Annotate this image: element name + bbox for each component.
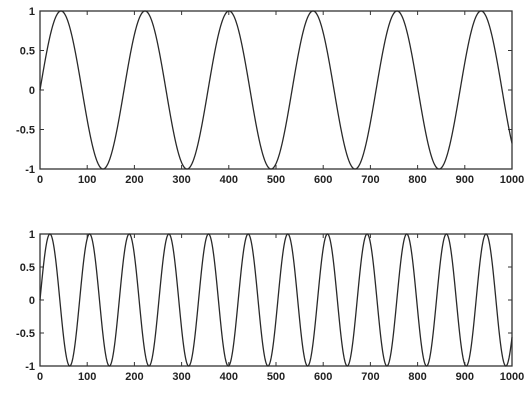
- x-tick-label: 500: [267, 371, 285, 383]
- x-tick-label: 300: [172, 174, 190, 186]
- x-tick-label: 900: [456, 371, 474, 383]
- y-tick-label: -1: [25, 164, 35, 176]
- x-tick-label: 800: [408, 174, 426, 186]
- x-tick-label: 700: [361, 371, 379, 383]
- y-tick-label: 0: [29, 295, 35, 307]
- x-tick-label: 200: [125, 371, 143, 383]
- series-line: [39, 10, 513, 170]
- x-tick-label: 200: [125, 174, 143, 186]
- x-tick-label: 500: [267, 174, 285, 186]
- series-line: [39, 233, 513, 367]
- y-tick-label: -0.5: [16, 125, 35, 137]
- x-tick-label: 0: [37, 371, 43, 383]
- x-tick-label: 100: [78, 371, 96, 383]
- x-tick-label: 900: [456, 174, 474, 186]
- y-tick-label: 0.5: [20, 262, 35, 274]
- x-tick-label: 800: [408, 371, 426, 383]
- subplot-top: 0 100 200 300 400 500 600 700 800 900 1000 1 0.5 0 -0.…: [16, 6, 524, 186]
- y-tick-label: 1: [29, 229, 35, 241]
- x-tick-label: 1000: [500, 371, 524, 383]
- subplot-bottom: 0 100 200 300 400 500 600 700 800 900 1000 1 0.5 0 -0.…: [16, 229, 524, 383]
- x-tick-label: 1000: [500, 174, 524, 186]
- y-tick-label: 0.5: [20, 46, 35, 58]
- axes-frame: [39, 10, 513, 170]
- x-tick-label: 600: [314, 174, 332, 186]
- x-tick-label: 0: [37, 174, 43, 186]
- y-tick-label: -0.5: [16, 328, 35, 340]
- x-tick-label: 600: [314, 371, 332, 383]
- x-tick-label: 400: [220, 371, 238, 383]
- x-tick-label: 700: [361, 174, 379, 186]
- y-tick-label: 0: [29, 85, 35, 97]
- y-tick-label: 1: [29, 6, 35, 18]
- x-tick-label: 300: [172, 371, 190, 383]
- x-tick-label: 400: [220, 174, 238, 186]
- y-tick-label: -1: [25, 361, 35, 373]
- x-tick-label: 100: [78, 174, 96, 186]
